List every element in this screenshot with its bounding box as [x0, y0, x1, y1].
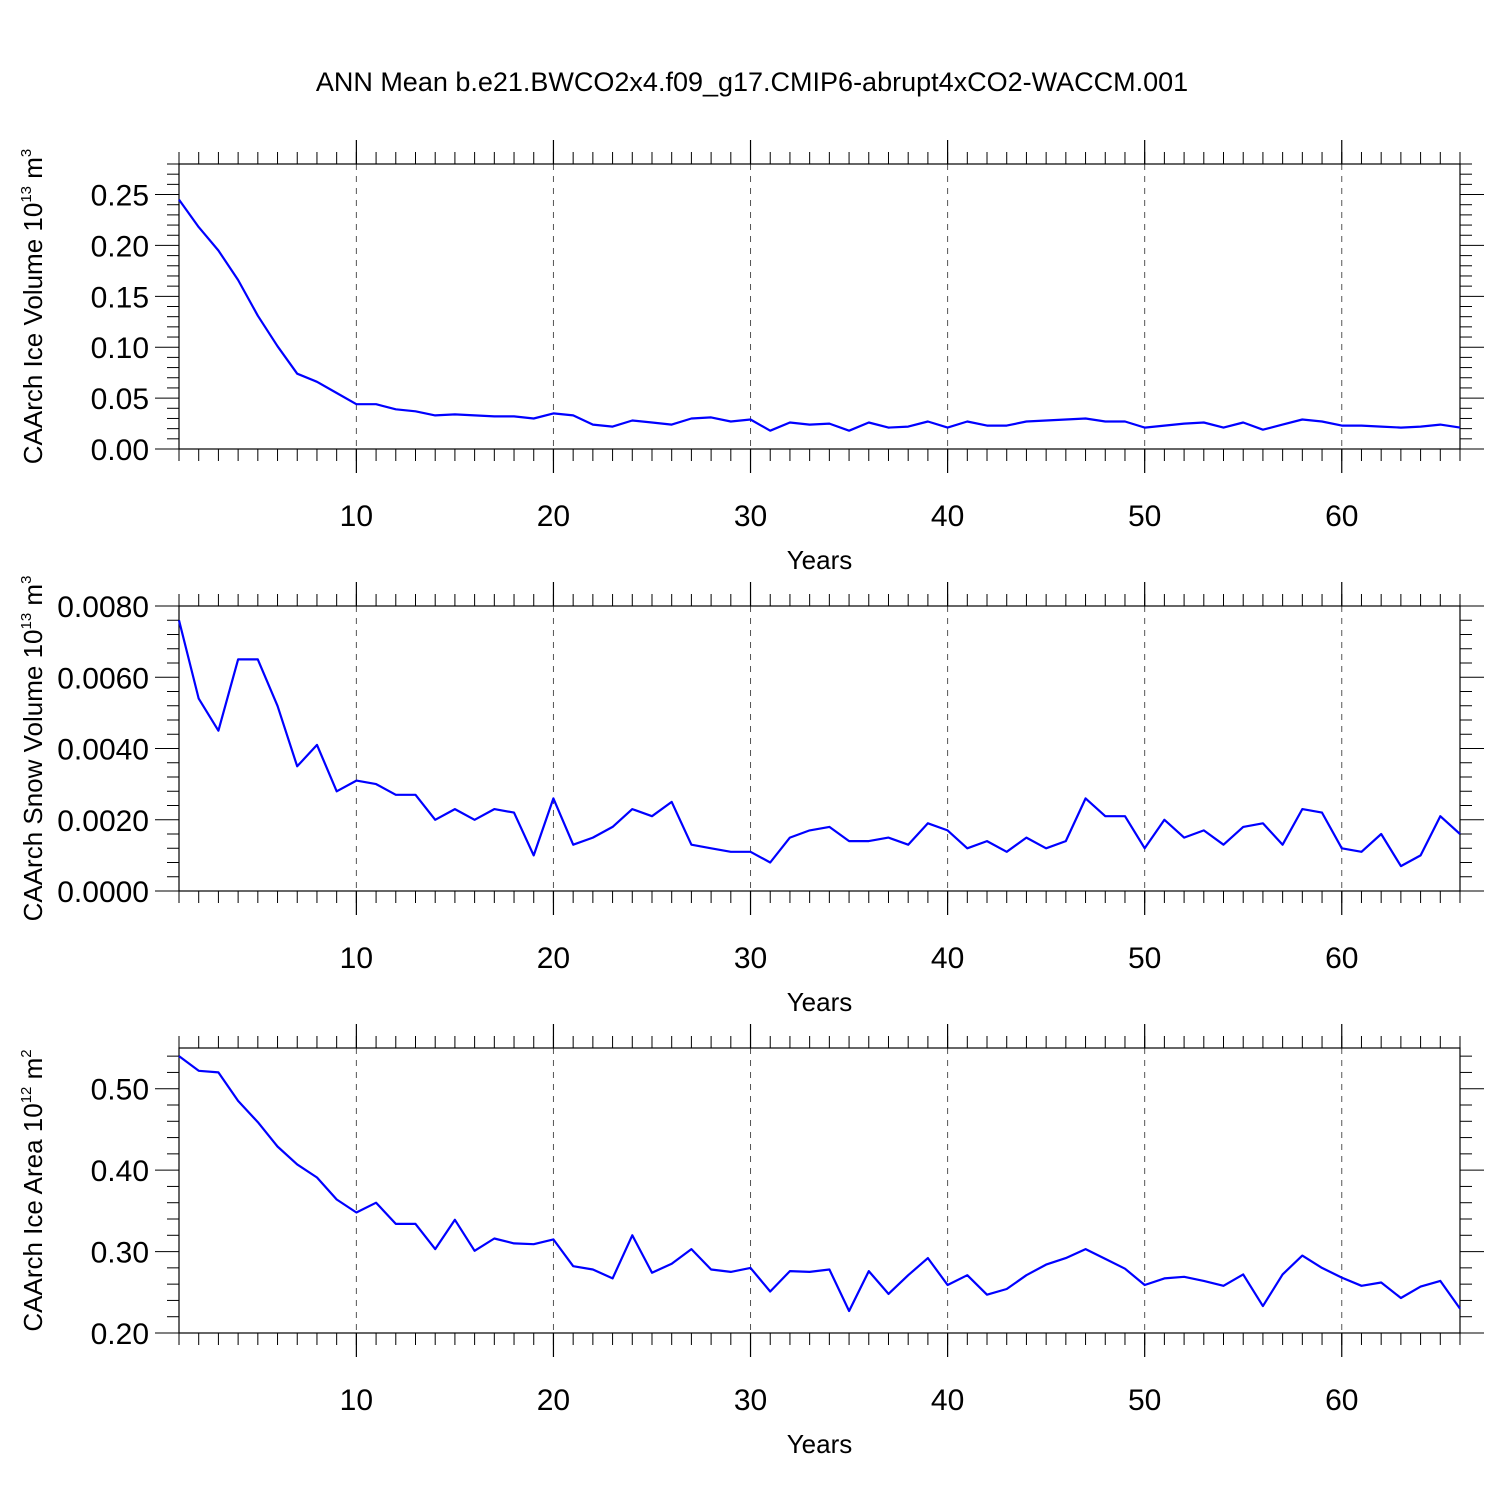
panel-2: 10 20 30 40 50 60 0.0000 0.0020 0.0040 0.0060 0.00…: [18, 576, 1484, 1017]
y-tick-label: 0.0080: [57, 591, 149, 624]
y-axis-label-prefix: CAArch Snow Volume 10: [18, 629, 48, 921]
y-axis-label-exponent: 13: [18, 186, 35, 203]
x-axis-label: Years: [787, 987, 853, 1017]
data-series-line: [178, 1055, 1461, 1313]
y-axis-label-unit-exponent: 3: [18, 149, 35, 157]
x-tick-label: 10: [340, 1384, 373, 1417]
y-tick-label: 0.0000: [57, 876, 149, 909]
y-tick-label: 0.0040: [57, 734, 149, 767]
data-series-line: [177, 620, 1461, 868]
y-tick-label: 0.0020: [57, 805, 149, 838]
y-tick-label: 0.10: [91, 332, 149, 365]
plot-frame: [178, 605, 1461, 892]
y-axis-label: CAArch Ice Area 1012 m2: [18, 1049, 48, 1331]
y-tick-label: 0.40: [91, 1155, 149, 1188]
x-tick-label: 60: [1325, 500, 1358, 533]
x-tick-label: 30: [734, 942, 767, 975]
x-axis-label: Years: [787, 1429, 853, 1459]
panel-1: 10 20 30 40 50 60 0.00 0.05 0.10 0.15 0.20 0.25 Year…: [18, 140, 1484, 575]
data-series-line: [178, 198, 1461, 432]
y-axis-label-unit: m: [18, 584, 48, 613]
y-tick-label: 0.30: [91, 1237, 149, 1270]
x-tick-label: 40: [931, 942, 964, 975]
x-tick-label: 60: [1325, 942, 1358, 975]
y-tick-label: 0.0060: [57, 662, 149, 695]
panel-3: 10 20 30 40 50 60 0.20 0.30 0.40 0.50 Years CAArch …: [18, 1024, 1484, 1459]
plot-frame: [178, 1047, 1461, 1334]
x-tick-label: 20: [537, 942, 570, 975]
plot-frame: [178, 163, 1461, 450]
x-tick-label: 50: [1128, 1384, 1161, 1417]
y-axis-label-exponent: 12: [18, 1087, 35, 1104]
y-axis-label-prefix: CAArch Ice Volume 10: [18, 203, 48, 465]
panels: 10 20 30 40 50 60 0.00 0.05 0.10 0.15 0.20 0.25 Year…: [18, 140, 1484, 1459]
x-tick-label: 50: [1128, 500, 1161, 533]
y-tick-label: 0.50: [91, 1074, 149, 1107]
y-axis-label-unit-exponent: 3: [18, 576, 35, 584]
y-axis-label: CAArch Ice Volume 1013 m3: [18, 149, 48, 465]
y-axis-label-exponent: 13: [18, 613, 35, 630]
x-tick-label: 10: [340, 500, 373, 533]
x-tick-label: 30: [734, 1384, 767, 1417]
y-tick-label: 0.05: [91, 383, 149, 416]
y-axis-label-unit: m: [18, 157, 48, 186]
x-tick-label: 20: [537, 500, 570, 533]
x-tick-label: 40: [931, 500, 964, 533]
x-tick-label: 10: [340, 942, 373, 975]
x-tick-label: 30: [734, 500, 767, 533]
y-tick-label: 0.20: [91, 230, 149, 263]
x-axis-label: Years: [787, 545, 853, 575]
x-tick-label: 40: [931, 1384, 964, 1417]
y-tick-label: 0.20: [91, 1318, 149, 1351]
x-tick-label: 20: [537, 1384, 570, 1417]
x-tick-label: 50: [1128, 942, 1161, 975]
y-tick-label: 0.00: [91, 434, 149, 467]
y-axis-label-prefix: CAArch Ice Area 10: [18, 1103, 48, 1331]
x-tick-label: 60: [1325, 1384, 1358, 1417]
y-axis-label-unit-exponent: 2: [18, 1049, 35, 1057]
y-axis-label: CAArch Snow Volume 1013 m3: [18, 576, 48, 922]
figure-title: ANN Mean b.e21.BWCO2x4.f09_g17.CMIP6-abr…: [316, 67, 1188, 97]
y-tick-label: 0.25: [91, 180, 149, 213]
y-tick-label: 0.15: [91, 281, 149, 314]
y-axis-label-unit: m: [18, 1058, 48, 1087]
